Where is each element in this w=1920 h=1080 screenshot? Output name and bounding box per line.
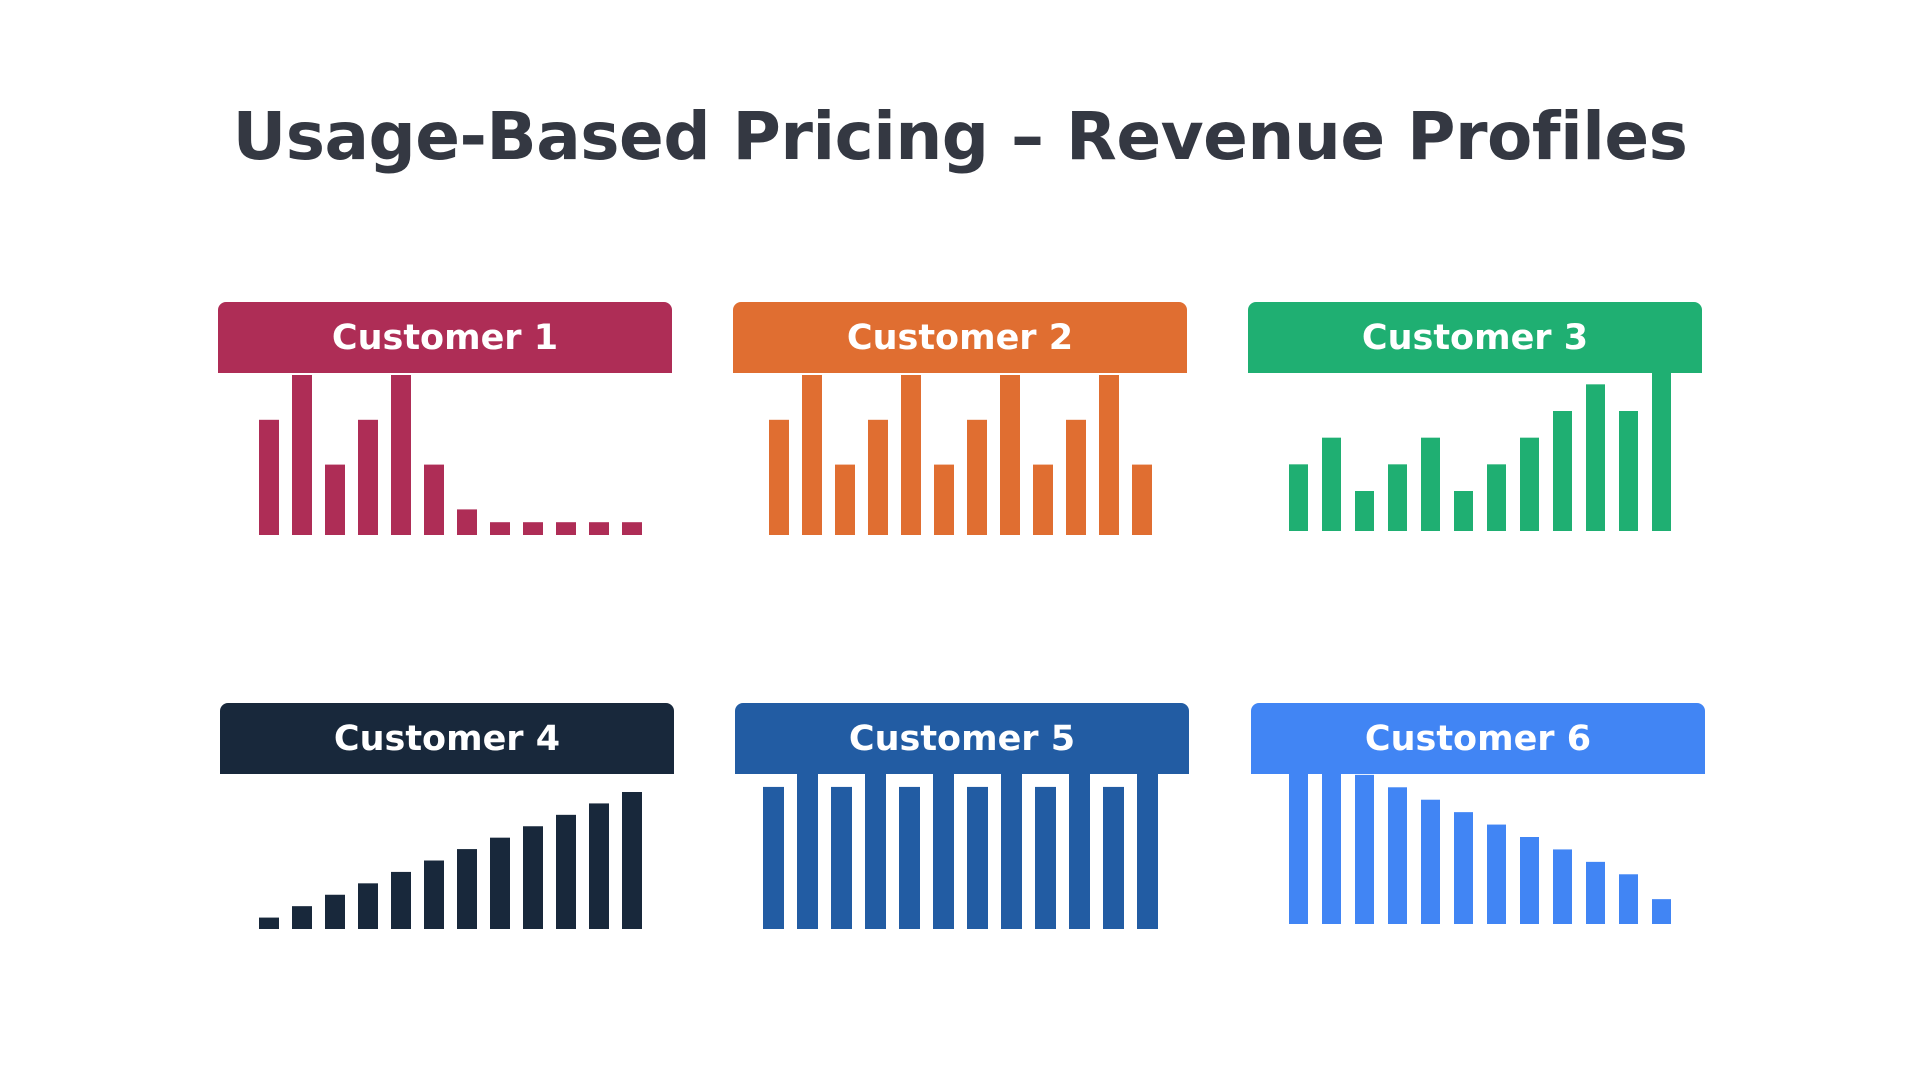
customer-3-bar-9 <box>1553 411 1572 531</box>
customer-5-bar-7 <box>967 786 988 929</box>
customer-1-bar-10 <box>556 522 576 535</box>
customer-6-bar-7 <box>1487 824 1506 924</box>
customer-3-chart <box>1289 373 1671 531</box>
customer-3-bar-4 <box>1388 464 1407 531</box>
customer-1-bar-9 <box>523 522 543 535</box>
customer-3-bar-5 <box>1421 437 1440 531</box>
customer-2-bar-3 <box>835 464 855 535</box>
customer-3-bar-11 <box>1619 411 1638 531</box>
customer-5-bar-1 <box>763 786 784 929</box>
customer-6-panel: Customer 6 <box>1251 703 1705 1003</box>
customer-6-header: Customer 6 <box>1251 703 1705 774</box>
customer-4-bar-8 <box>490 837 510 929</box>
customer-1-header: Customer 1 <box>218 302 672 373</box>
page-title: Usage-Based Pricing – Revenue Profiles <box>232 98 1688 175</box>
customer-3-bar-6 <box>1454 491 1473 531</box>
customer-4-label: Customer 4 <box>333 718 561 759</box>
customer-6-bar-1 <box>1289 774 1308 924</box>
customer-6-bar-8 <box>1520 837 1539 924</box>
customer-5-bar-9 <box>1035 786 1056 929</box>
customer-2-chart <box>769 375 1152 535</box>
customer-3-label: Customer 3 <box>1361 317 1589 358</box>
customer-2-bar-12 <box>1132 464 1152 535</box>
customer-6-bar-4 <box>1388 787 1407 924</box>
customer-6-bar-10 <box>1586 861 1605 924</box>
customer-6-bar-5 <box>1421 799 1440 924</box>
customer-5-bar-6 <box>933 774 954 929</box>
customer-3-bar-2 <box>1322 437 1341 531</box>
customer-5-bar-10 <box>1069 774 1090 929</box>
customer-5-bar-4 <box>865 774 886 929</box>
customer-3-bar-10 <box>1586 384 1605 531</box>
customer-5-bar-11 <box>1103 786 1124 929</box>
customer-5-bar-12 <box>1137 774 1158 929</box>
customer-4-chart <box>259 792 642 929</box>
customer-5-chart <box>763 774 1158 929</box>
customer-1-bar-11 <box>589 522 609 535</box>
customer-1-panel: Customer 1 <box>218 302 672 602</box>
customer-3-bar-8 <box>1520 437 1539 531</box>
customer-4-bar-11 <box>589 803 609 929</box>
customer-1-bar-5 <box>391 375 411 535</box>
customer-1-chart <box>259 375 642 535</box>
customer-4-bar-1 <box>259 917 279 929</box>
customer-4-bar-5 <box>391 871 411 929</box>
customer-5-bar-3 <box>831 786 852 929</box>
customer-6-bar-12 <box>1652 899 1671 924</box>
customer-6-chart <box>1289 774 1671 924</box>
customer-6-bar-6 <box>1454 812 1473 924</box>
customer-2-bar-1 <box>769 419 789 535</box>
customer-1-bar-7 <box>457 509 477 535</box>
customer-3-panel: Customer 3 <box>1248 302 1702 602</box>
customer-3-bar-1 <box>1289 464 1308 531</box>
customer-5-header: Customer 5 <box>735 703 1189 774</box>
customer-2-bar-7 <box>967 419 987 535</box>
customer-4-bar-2 <box>292 906 312 929</box>
customer-2-bar-6 <box>934 464 954 535</box>
customer-2-bar-11 <box>1099 375 1119 535</box>
customer-2-bar-5 <box>901 375 921 535</box>
customer-3-bar-3 <box>1355 491 1374 531</box>
customer-4-bar-9 <box>523 826 543 929</box>
customer-4-bar-4 <box>358 883 378 929</box>
customer-3-bar-7 <box>1487 464 1506 531</box>
customer-2-header: Customer 2 <box>733 302 1187 373</box>
customer-6-bar-2 <box>1322 774 1341 924</box>
customer-3-header: Customer 3 <box>1248 302 1702 373</box>
customer-5-label: Customer 5 <box>848 718 1076 759</box>
customer-1-bar-12 <box>622 522 642 535</box>
customer-4-header: Customer 4 <box>220 703 674 774</box>
customer-1-bar-8 <box>490 522 510 535</box>
customer-4-bar-12 <box>622 792 642 929</box>
customer-6-label: Customer 6 <box>1364 718 1592 759</box>
customer-5-bar-2 <box>797 774 818 929</box>
customer-5-panel: Customer 5 <box>735 703 1189 1003</box>
customer-4-bar-3 <box>325 894 345 929</box>
customer-2-panel: Customer 2 <box>733 302 1187 602</box>
customer-2-bar-4 <box>868 419 888 535</box>
customer-1-bar-2 <box>292 375 312 535</box>
customer-2-bar-10 <box>1066 419 1086 535</box>
customer-2-bar-8 <box>1000 375 1020 535</box>
customer-1-bar-3 <box>325 464 345 535</box>
customer-1-bar-4 <box>358 419 378 535</box>
customer-4-panel: Customer 4 <box>220 703 674 1003</box>
customer-5-bar-8 <box>1001 774 1022 929</box>
customer-2-label: Customer 2 <box>846 317 1074 358</box>
customer-6-bar-3 <box>1355 774 1374 924</box>
customer-3-bar-12 <box>1652 373 1671 531</box>
customer-6-bar-11 <box>1619 874 1638 924</box>
customer-1-label: Customer 1 <box>331 317 559 358</box>
customer-1-bar-1 <box>259 419 279 535</box>
customer-5-bar-5 <box>899 786 920 929</box>
customer-4-bar-6 <box>424 860 444 929</box>
customer-4-bar-10 <box>556 814 576 929</box>
customer-6-bar-9 <box>1553 849 1572 924</box>
customer-2-bar-9 <box>1033 464 1053 535</box>
customer-1-bar-6 <box>424 464 444 535</box>
customer-2-bar-2 <box>802 375 822 535</box>
customer-4-bar-7 <box>457 849 477 929</box>
